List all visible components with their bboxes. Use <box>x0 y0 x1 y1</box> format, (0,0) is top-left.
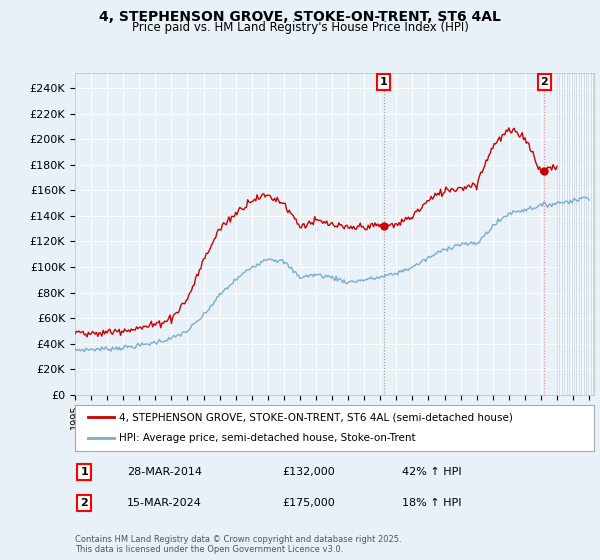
Text: £175,000: £175,000 <box>283 498 335 508</box>
Text: 42% ↑ HPI: 42% ↑ HPI <box>402 466 461 477</box>
Text: 18% ↑ HPI: 18% ↑ HPI <box>402 498 461 508</box>
Text: HPI: Average price, semi-detached house, Stoke-on-Trent: HPI: Average price, semi-detached house,… <box>119 433 416 444</box>
Text: Price paid vs. HM Land Registry's House Price Index (HPI): Price paid vs. HM Land Registry's House … <box>131 21 469 34</box>
Text: Contains HM Land Registry data © Crown copyright and database right 2025.
This d: Contains HM Land Registry data © Crown c… <box>75 535 401 554</box>
Text: 1: 1 <box>380 77 388 87</box>
Text: 4, STEPHENSON GROVE, STOKE-ON-TRENT, ST6 4AL: 4, STEPHENSON GROVE, STOKE-ON-TRENT, ST6… <box>99 10 501 24</box>
Text: 2: 2 <box>80 498 88 508</box>
Text: 2: 2 <box>541 77 548 87</box>
Text: £132,000: £132,000 <box>283 466 335 477</box>
Text: 4, STEPHENSON GROVE, STOKE-ON-TRENT, ST6 4AL (semi-detached house): 4, STEPHENSON GROVE, STOKE-ON-TRENT, ST6… <box>119 412 513 422</box>
Text: 1: 1 <box>80 466 88 477</box>
Bar <box>557 73 597 395</box>
Text: 15-MAR-2024: 15-MAR-2024 <box>127 498 202 508</box>
Text: 28-MAR-2014: 28-MAR-2014 <box>127 466 202 477</box>
